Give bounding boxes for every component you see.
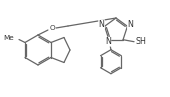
Text: N: N <box>105 37 111 46</box>
Text: N: N <box>128 20 133 29</box>
Text: SH: SH <box>136 37 147 46</box>
Text: O: O <box>49 25 55 31</box>
Text: Me: Me <box>3 36 14 42</box>
Text: N: N <box>99 20 105 29</box>
